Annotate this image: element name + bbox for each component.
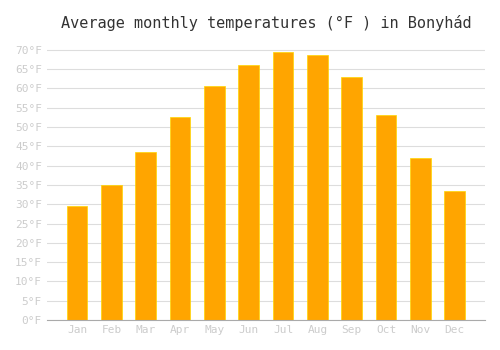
Bar [67,206,87,320]
Bar [238,65,259,320]
Bar [376,115,396,320]
Bar [273,51,293,320]
Bar [307,55,328,320]
Bar [170,117,190,320]
Bar [204,86,225,320]
Bar [410,158,430,320]
Bar [342,77,362,320]
Bar [136,152,156,320]
Title: Average monthly temperatures (°F ) in Bonyhád: Average monthly temperatures (°F ) in Bo… [60,15,471,31]
Bar [444,191,465,320]
Bar [101,185,121,320]
